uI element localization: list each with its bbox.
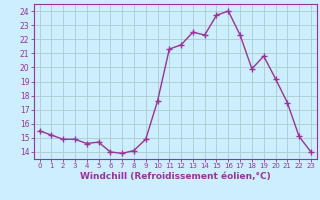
X-axis label: Windchill (Refroidissement éolien,°C): Windchill (Refroidissement éolien,°C) [80,172,271,181]
